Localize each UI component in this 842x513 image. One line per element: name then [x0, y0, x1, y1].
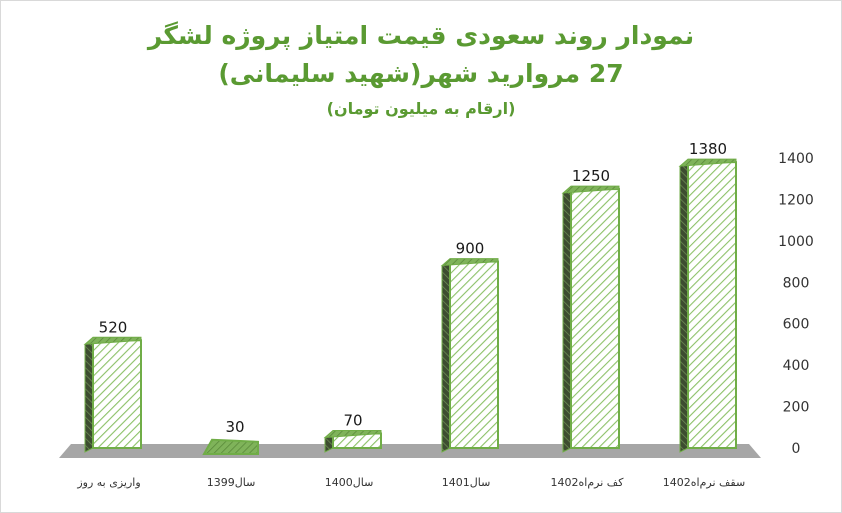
y-tick-label: 600: [783, 317, 810, 333]
bar-face: [449, 260, 499, 450]
bar: 520: [83, 318, 142, 453]
x-tick-label: واریزی به روز: [76, 476, 140, 489]
bar: 900: [440, 240, 499, 453]
bar-face: [687, 161, 737, 449]
y-tick-label: 200: [783, 400, 810, 416]
bar-side: [679, 161, 689, 453]
y-tick-label: 800: [783, 275, 810, 291]
x-tick-label: سال1399: [207, 476, 256, 489]
data-label: 1380: [689, 140, 727, 158]
bar-face: [570, 188, 620, 449]
data-label: 1250: [572, 167, 610, 185]
bar-top: [440, 258, 499, 267]
x-tick-label: سقف نرم‌اه1402: [663, 476, 745, 489]
bar: 1380: [678, 140, 737, 453]
bar-side: [441, 260, 451, 453]
bar: 70: [323, 412, 382, 453]
chart-floor: [59, 444, 761, 458]
x-tick-label: کف نرم‌اه1402: [551, 476, 625, 489]
y-tick-label: 1000: [778, 234, 814, 250]
bar-face: [92, 339, 142, 449]
data-label: 900: [456, 240, 485, 258]
y-tick-label: 0: [792, 441, 801, 457]
y-tick-label: 400: [783, 358, 810, 374]
chart-note: (ارقام به میلیون تومان): [326, 99, 516, 118]
y-tick-label: 1400: [778, 151, 814, 167]
bar-top: [83, 336, 142, 345]
data-label: 30: [225, 418, 244, 436]
bar: 1250: [561, 167, 620, 453]
y-tick-label: 1200: [778, 192, 814, 208]
bar-top: [323, 430, 382, 439]
bar-top: [678, 158, 737, 167]
x-tick-label: سال1400: [325, 476, 374, 489]
data-label: 520: [99, 318, 128, 336]
chart-subtitle: 27 مروارید شهر(شهید سلیمانی): [218, 59, 624, 88]
x-tick-label: سال1401: [442, 476, 491, 489]
bar-face: [202, 438, 259, 455]
bar: 30: [202, 418, 259, 455]
bar-top: [561, 185, 620, 194]
chart-title: نمودار روند سعودی قیمت امتیاز پروژه لشگر: [147, 21, 695, 50]
bar-side: [562, 188, 572, 453]
bar-side: [84, 339, 94, 453]
data-label: 70: [343, 412, 362, 430]
